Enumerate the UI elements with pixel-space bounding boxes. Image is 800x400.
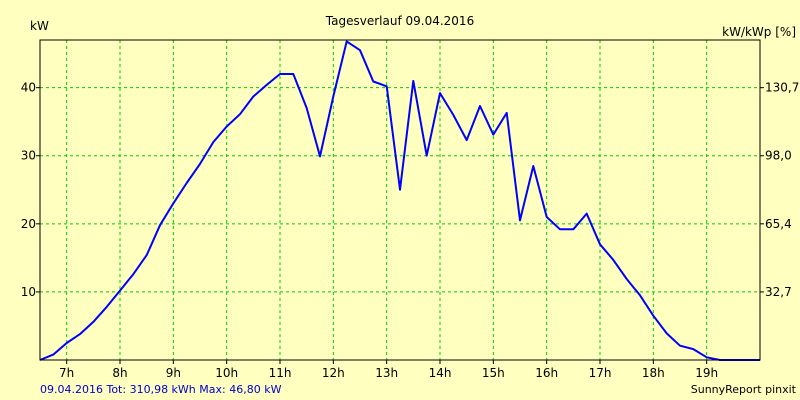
footer-credit: SunnyReport pinxit xyxy=(691,383,797,396)
x-tick-label: 7h xyxy=(59,366,74,380)
series-line xyxy=(39,40,760,361)
x-tick-label: 11h xyxy=(269,366,292,380)
y-axis-right-label: kW/kWp [%] xyxy=(722,25,796,39)
x-tick-label: 9h xyxy=(166,366,181,380)
footer-summary: 09.04.2016 Tot: 310,98 kWh Max: 46,80 kW xyxy=(40,383,282,396)
y-axis-left-label: kW xyxy=(30,19,49,33)
x-tick-labels: 7h 8h 9h 10h 11h 12h 13h 14h 15h 16h 17h 18h 19h xyxy=(59,360,718,380)
x-tick-label: 12h xyxy=(322,366,345,380)
y-tick-label-right: 98,0 xyxy=(765,149,792,163)
y-tick-label-left: 30 xyxy=(21,149,36,163)
chart-title: Tagesverlauf 09.04.2016 xyxy=(325,14,474,28)
y-tick-label-right: 32,7 xyxy=(765,285,792,299)
x-tick-label: 19h xyxy=(695,366,718,380)
x-tick-label: 10h xyxy=(215,366,238,380)
y-tick-labels: 10 20 30 40 32,7 65,4 98,0 130,7 xyxy=(21,81,800,299)
x-tick-label: 8h xyxy=(112,366,127,380)
x-tick-label: 16h xyxy=(535,366,558,380)
x-tick-label: 17h xyxy=(589,366,612,380)
y-tick-label-right: 65,4 xyxy=(765,217,792,231)
y-tick-label-left: 10 xyxy=(21,285,36,299)
x-tick-label: 13h xyxy=(375,366,398,380)
plot-border xyxy=(39,39,761,361)
series-layer xyxy=(39,40,760,361)
x-tick-label: 14h xyxy=(429,366,452,380)
y-tick-label-left: 20 xyxy=(21,217,36,231)
x-tick-label: 15h xyxy=(482,366,505,380)
plot-area xyxy=(40,40,760,360)
x-tick-label: 18h xyxy=(642,366,665,380)
y-tick-label-right: 130,7 xyxy=(765,81,799,95)
y-tick-label-left: 40 xyxy=(21,81,36,95)
